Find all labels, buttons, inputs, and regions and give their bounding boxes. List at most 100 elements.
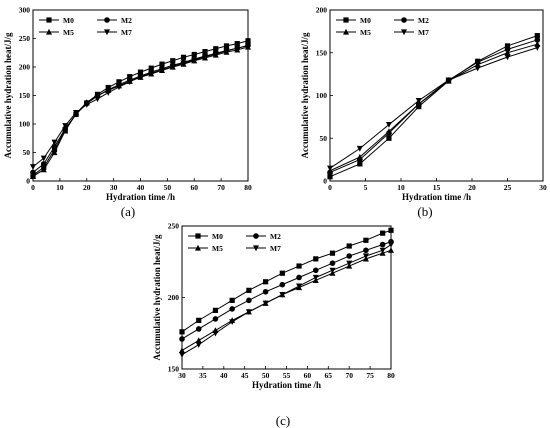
data-point [534, 37, 541, 43]
data-point [388, 247, 394, 253]
legend-marker [343, 17, 349, 23]
data-point [223, 48, 230, 55]
y-axis-title: Accumulative hydration heat/J/g [300, 32, 310, 158]
data-point [379, 241, 386, 248]
series-line [181, 229, 392, 333]
x-tick-label: 0 [31, 183, 35, 192]
x-tick-label: 45 [241, 371, 249, 380]
data-point [346, 260, 353, 267]
x-tick-label: 70 [345, 371, 353, 380]
legend-label: M5 [212, 244, 223, 253]
data-point [169, 63, 176, 70]
data-point [105, 90, 112, 96]
legend-marker [253, 233, 259, 239]
data-point [30, 164, 36, 170]
series-line [329, 39, 538, 173]
x-tick-label: 0 [328, 183, 332, 192]
y-tick-label: 100 [19, 120, 31, 129]
legend-label: M0 [63, 16, 74, 25]
data-point [445, 77, 452, 84]
data-point [504, 43, 511, 49]
y-tick-label: 250 [19, 34, 31, 43]
data-point [212, 51, 219, 58]
data-point [202, 54, 208, 60]
y-tick-label: 0 [26, 177, 30, 186]
data-point [116, 84, 122, 91]
data-point [179, 352, 185, 358]
data-point [362, 253, 369, 260]
legend-label: M5 [63, 28, 74, 37]
x-tick-label: 80 [244, 183, 252, 192]
data-point [379, 247, 386, 254]
series-line [329, 35, 538, 178]
data-point [279, 281, 286, 288]
legend-marker [401, 29, 407, 36]
data-point [212, 330, 219, 337]
data-point [386, 135, 392, 141]
data-point [196, 317, 202, 323]
series-M0 [179, 227, 394, 335]
x-tick-label: 5 [364, 183, 368, 192]
legend-marker [195, 233, 201, 239]
data-point [30, 173, 36, 180]
x-axis-title: Hydration time /h [402, 192, 471, 202]
y-tick-label: 50 [320, 134, 328, 143]
data-point [329, 260, 336, 266]
series-M2 [30, 42, 251, 176]
legend-marker [104, 29, 110, 36]
data-point [504, 46, 511, 53]
data-point [170, 58, 176, 64]
legend-label: M2 [121, 16, 132, 25]
data-point [159, 61, 165, 67]
data-point [534, 33, 540, 39]
series-line [32, 44, 249, 173]
x-tick-label: 80 [387, 371, 395, 380]
x-tick-label: 50 [262, 371, 270, 380]
legend-marker [46, 28, 52, 35]
legend-marker [253, 245, 259, 252]
data-point [229, 306, 235, 312]
x-tick-label: 60 [191, 183, 199, 192]
y-tick-label: 200 [19, 63, 31, 72]
data-point [385, 121, 392, 128]
legend: M0 M2 M5 M7 [39, 16, 132, 37]
legend-label: M7 [121, 28, 132, 37]
y-tick-label: 200 [316, 6, 328, 15]
legend-label: M7 [270, 244, 281, 253]
data-point [212, 307, 219, 313]
y-axis-title: Accumulative hydration heat/J/g [152, 234, 162, 360]
panel-label: (c) [276, 413, 290, 428]
x-tick-label: 30 [110, 183, 118, 192]
legend: M0 M2 M5 M7 [188, 232, 281, 253]
data-point [191, 57, 198, 64]
data-point [504, 54, 511, 61]
data-point [385, 128, 392, 135]
data-point [327, 174, 333, 180]
data-point [246, 297, 252, 304]
data-point [246, 287, 252, 293]
data-point [229, 319, 236, 326]
legend-label: M5 [360, 28, 371, 37]
y-tick-label: 50 [23, 148, 31, 157]
legend-marker [401, 17, 407, 23]
x-tick-label: 10 [56, 183, 64, 192]
y-tick-label: 100 [316, 91, 328, 100]
legend-marker [343, 28, 349, 35]
data-point [179, 336, 185, 342]
data-point [474, 65, 481, 72]
x-tick-label: 35 [199, 371, 207, 380]
legend-marker [195, 244, 201, 251]
data-point [296, 283, 303, 290]
x-tick-label: 20 [468, 183, 476, 192]
legend-marker [46, 17, 52, 23]
x-tick-label: 50 [164, 183, 172, 192]
x-tick-label: 60 [304, 371, 312, 380]
data-point [415, 98, 422, 104]
series-line [32, 46, 249, 177]
data-point [191, 51, 197, 58]
series-line [181, 244, 392, 356]
data-point [296, 263, 302, 269]
series-line [329, 47, 538, 169]
x-tick-label: 40 [220, 371, 228, 380]
